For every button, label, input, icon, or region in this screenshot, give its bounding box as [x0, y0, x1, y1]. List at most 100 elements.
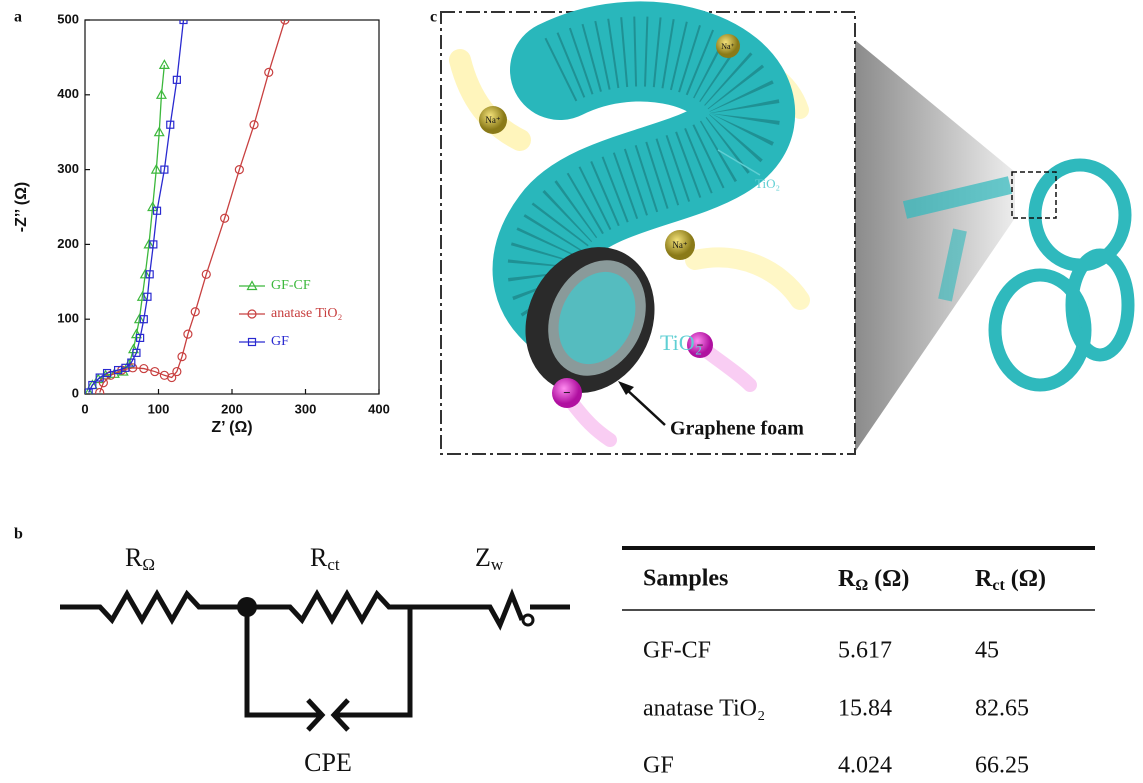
table-header: Rct (Ω): [975, 566, 1046, 594]
table-header: Samples: [643, 566, 728, 592]
pointer: [717, 149, 761, 176]
marker: [179, 20, 188, 25]
marker: [172, 366, 182, 377]
marker: [183, 329, 193, 339]
panel-label: c: [430, 9, 437, 26]
table: Samples RΩ (Ω) Rct (Ω): [622, 546, 1095, 611]
x-tick-label: 100: [148, 401, 170, 416]
zoom-box: [1011, 171, 1057, 219]
marker: [143, 292, 152, 301]
marker: [139, 315, 148, 324]
marker: [102, 368, 112, 378]
table-header: RΩ (Ω): [838, 566, 909, 594]
tio2-tube: [492, 1, 795, 370]
marker: [152, 206, 162, 215]
legend-marker: [247, 337, 257, 347]
warburg: [478, 588, 525, 631]
marker: [234, 165, 244, 175]
legend-label: GF-CF: [271, 278, 311, 293]
marker: [160, 165, 169, 174]
marker: [150, 366, 160, 377]
x-tick-label: 0: [81, 401, 88, 416]
wire: [334, 607, 413, 718]
marker: [280, 20, 290, 25]
panel-label: b: [14, 526, 23, 543]
marker: [172, 75, 181, 84]
marker: [85, 386, 93, 394]
table-cell: GF-CF: [643, 638, 711, 664]
pointer: [624, 387, 666, 426]
marker: [95, 373, 104, 382]
marker: [158, 59, 170, 69]
cpe-plate: [306, 698, 326, 732]
marker: [145, 270, 154, 279]
series-line: [88, 20, 185, 393]
table-cell: anatase TiO₂: [643, 696, 765, 722]
marker: [136, 333, 145, 342]
y-tick-label: 100: [57, 311, 79, 326]
series-line: [99, 20, 286, 393]
marker: [153, 126, 165, 137]
y-tick-label: 300: [57, 161, 79, 176]
panel-label: a: [14, 9, 22, 26]
table-cell: 5.617: [838, 638, 892, 664]
table-cell: 4.024: [838, 753, 892, 779]
illustration: Na⁺ Na⁺ Na⁺ − − TiO₂ TiO₂ Graphene foam: [440, 1, 1135, 455]
y-tick-label: 200: [57, 236, 79, 251]
marker: [133, 313, 145, 324]
marker: [143, 238, 155, 249]
marker: [190, 307, 200, 317]
legend-marker: [246, 280, 258, 291]
electron-label: −: [563, 385, 570, 400]
legend-label: anatase TiO₂: [271, 306, 343, 321]
plot-area: [85, 20, 290, 394]
resistor-label: Rct: [310, 543, 340, 574]
wire: [244, 607, 322, 718]
foam: [902, 158, 1135, 392]
marker: [167, 372, 177, 383]
marker: [127, 358, 136, 367]
marker: [121, 363, 130, 372]
marker: [150, 163, 162, 174]
marker: [155, 89, 167, 99]
tio2-label: TiO₂: [660, 330, 702, 355]
marker: [220, 213, 230, 223]
table-cell: 45: [975, 638, 999, 664]
circuit: RΩ Rct Zw CPE: [60, 543, 570, 777]
y-tick-label: 400: [57, 86, 79, 101]
y-tick-label: 0: [72, 385, 79, 400]
marker: [147, 201, 159, 212]
marker: [88, 380, 97, 390]
marker: [139, 363, 149, 374]
tio2-label: TiO₂: [755, 176, 780, 191]
x-tick-label: 200: [221, 401, 243, 416]
table-cell: 82.65: [975, 696, 1029, 722]
marker: [132, 348, 141, 357]
marker: [177, 352, 187, 362]
x-tick-label: 300: [295, 401, 317, 416]
y-tick-label: 500: [57, 11, 79, 26]
table-cell: 66.25: [975, 753, 1029, 779]
ion-label: Na⁺: [485, 115, 500, 125]
legend-label: GF: [271, 334, 289, 349]
table-cell: 15.84: [838, 696, 892, 722]
x-axis-label: Z’ (Ω): [211, 419, 252, 436]
cpe-label: CPE: [304, 748, 352, 777]
y-axis-label: -Z’’ (Ω): [13, 182, 30, 232]
plot-frame: [84, 19, 380, 395]
marker: [249, 120, 259, 130]
resistor-label: RΩ: [125, 543, 155, 574]
x-tick-label: 400: [368, 401, 390, 416]
marker: [139, 268, 151, 279]
marker: [166, 120, 175, 129]
legend-marker: [247, 309, 257, 319]
graphene-label: Graphene foam: [670, 418, 804, 440]
warburg-label: Zw: [475, 543, 504, 574]
marker: [95, 387, 105, 394]
marker: [136, 291, 148, 301]
marker: [264, 67, 274, 77]
marker: [201, 269, 211, 279]
marker: [149, 240, 158, 249]
series-line: [88, 64, 166, 393]
